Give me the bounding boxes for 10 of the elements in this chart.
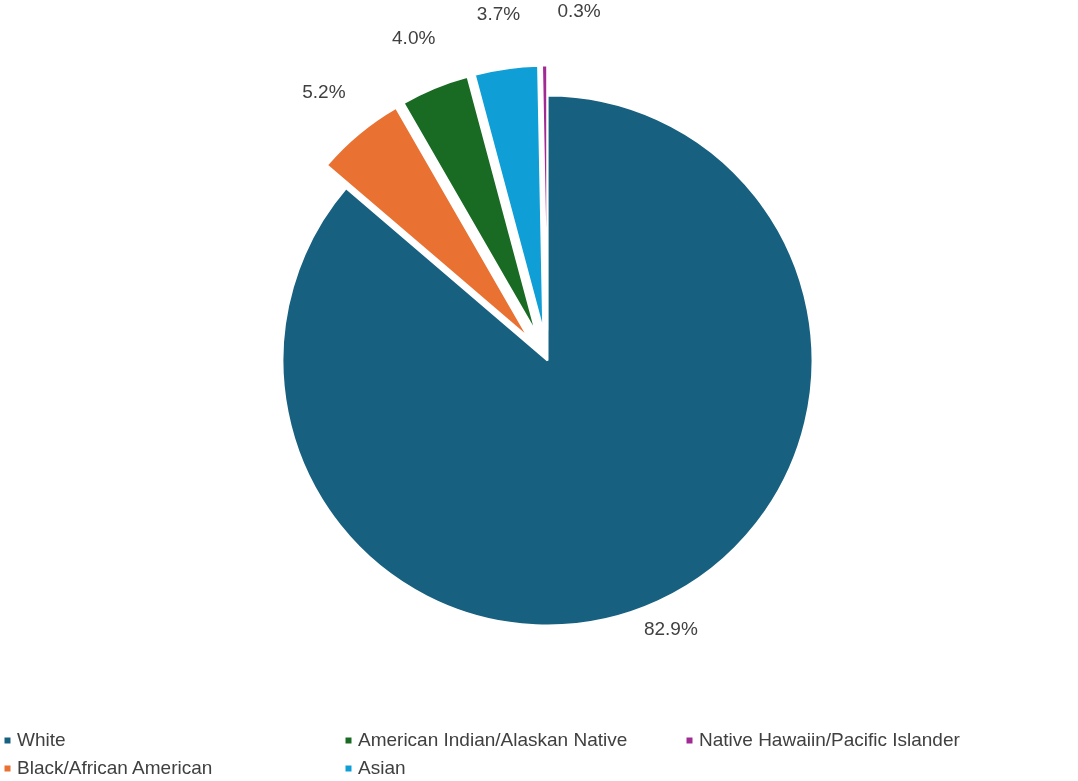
data-label: 5.2% — [302, 80, 346, 102]
legend-label: American Indian/Alaskan Native — [358, 729, 629, 751]
legend-label: White — [17, 729, 67, 751]
data-label: 4.0% — [392, 26, 436, 48]
data-label: 3.7% — [476, 3, 521, 25]
data-label: 82.9% — [643, 617, 698, 639]
legend-label: Native Hawaiin/Pacific Islander — [699, 729, 961, 751]
legend-label: Black/African American — [17, 757, 214, 779]
legend-label: Asian — [358, 757, 407, 779]
data-label: 0.3% — [557, 0, 601, 22]
